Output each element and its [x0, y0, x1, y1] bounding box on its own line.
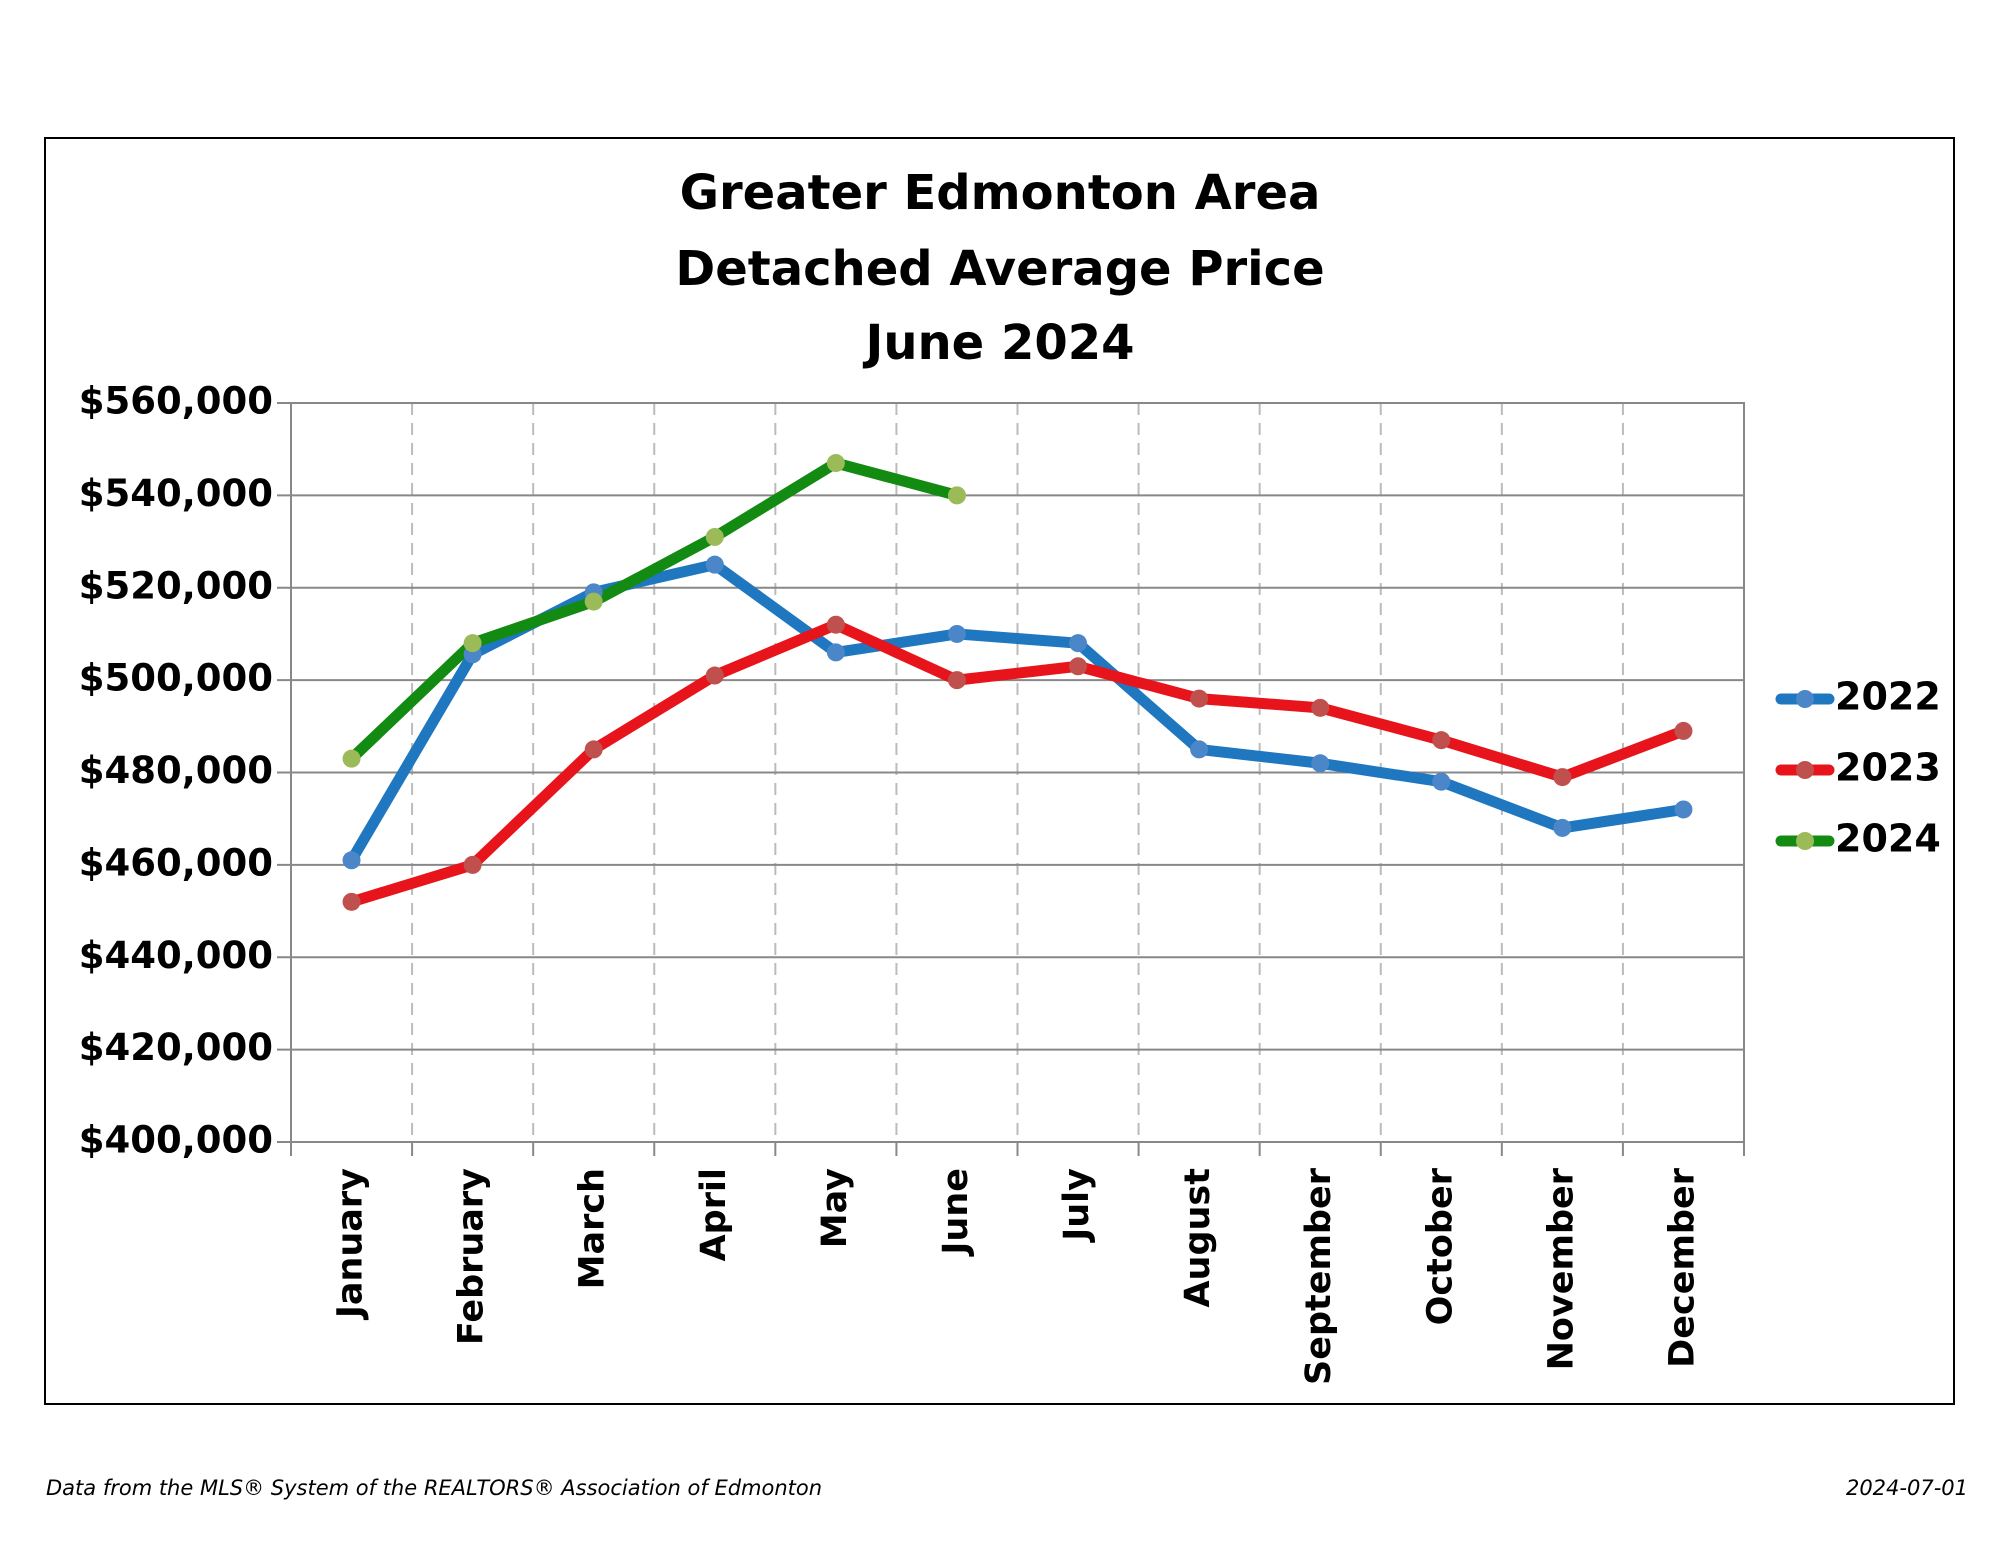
- data-point: [705, 527, 724, 546]
- data-point: [705, 666, 724, 685]
- legend-label: 2022: [1835, 675, 1941, 719]
- date-note: 2024-07-01: [1846, 1476, 1968, 1500]
- series-line: [346, 559, 1689, 866]
- data-point: [947, 671, 966, 690]
- legend-marker: [1796, 690, 1814, 708]
- chart-title: Detached Average Price: [675, 241, 1324, 297]
- chart-title: June 2024: [862, 315, 1134, 371]
- y-tick-label: $400,000: [79, 1119, 273, 1162]
- legend-marker: [1796, 832, 1814, 850]
- plot-border: [290, 402, 1745, 1143]
- x-tick-label: July: [1057, 1168, 1097, 1243]
- chart-title: Greater Edmonton Area: [680, 165, 1321, 221]
- data-point: [826, 643, 845, 662]
- data-point: [463, 855, 482, 874]
- data-point: [705, 555, 724, 574]
- data-point: [584, 592, 603, 611]
- legend-label: 2023: [1835, 746, 1941, 790]
- data-point: [1674, 721, 1693, 740]
- y-tick-label: $420,000: [79, 1026, 273, 1069]
- series-line: [346, 619, 1689, 908]
- data-point: [947, 486, 966, 505]
- data-point: [1190, 740, 1209, 759]
- data-point: [1432, 731, 1451, 750]
- legend-label: 2024: [1835, 817, 1941, 861]
- data-point: [342, 892, 361, 911]
- data-point: [826, 615, 845, 634]
- x-tick-label: May: [815, 1168, 855, 1248]
- x-tick-label: October: [1420, 1167, 1460, 1325]
- legend-marker: [1796, 761, 1814, 779]
- x-tick-label: November: [1541, 1167, 1581, 1370]
- x-tick-label: January: [331, 1168, 371, 1320]
- data-point: [342, 851, 361, 870]
- data-point: [1553, 818, 1572, 837]
- y-tick-label: $500,000: [79, 657, 273, 700]
- series-line: [346, 457, 963, 765]
- x-tick-label: August: [1178, 1168, 1218, 1308]
- data-point: [1674, 800, 1693, 819]
- data-point: [1069, 657, 1088, 676]
- x-tick-label: February: [452, 1168, 492, 1345]
- y-tick-label: $560,000: [79, 380, 273, 423]
- data-point: [1190, 689, 1209, 708]
- data-point: [342, 749, 361, 768]
- data-point: [584, 740, 603, 759]
- data-point: [1553, 768, 1572, 787]
- source-note: Data from the MLS® System of the REALTOR…: [46, 1476, 822, 1500]
- y-tick-label: $440,000: [79, 934, 273, 977]
- data-point: [463, 634, 482, 653]
- data-point: [1311, 754, 1330, 773]
- x-tick-label: December: [1662, 1167, 1702, 1368]
- data-point: [826, 454, 845, 473]
- x-tick-label: September: [1299, 1167, 1339, 1385]
- x-tick-label: June: [936, 1168, 976, 1257]
- y-tick-label: $460,000: [79, 841, 273, 884]
- y-tick-label: $520,000: [79, 564, 273, 607]
- x-tick-label: March: [573, 1168, 613, 1289]
- data-point: [947, 624, 966, 643]
- x-tick-label: April: [694, 1168, 734, 1261]
- data-point: [1432, 772, 1451, 791]
- y-tick-label: $480,000: [79, 749, 273, 792]
- data-point: [1069, 634, 1088, 653]
- data-point: [1311, 698, 1330, 717]
- y-tick-label: $540,000: [79, 472, 273, 515]
